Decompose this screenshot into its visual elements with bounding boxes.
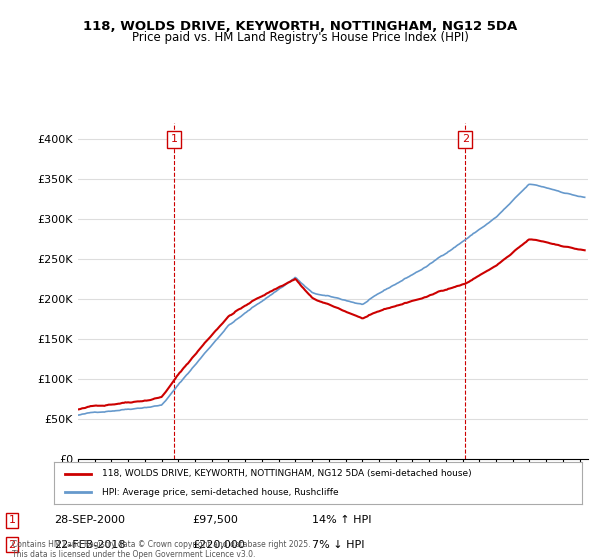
- Text: 7% ↓ HPI: 7% ↓ HPI: [312, 540, 365, 550]
- Text: £220,000: £220,000: [192, 540, 245, 550]
- Text: Contains HM Land Registry data © Crown copyright and database right 2025.
This d: Contains HM Land Registry data © Crown c…: [12, 540, 311, 559]
- Text: 2: 2: [462, 134, 469, 144]
- Text: 22-FEB-2018: 22-FEB-2018: [54, 540, 125, 550]
- Text: £97,500: £97,500: [192, 515, 238, 525]
- Text: Price paid vs. HM Land Registry's House Price Index (HPI): Price paid vs. HM Land Registry's House …: [131, 31, 469, 44]
- Text: HPI: Average price, semi-detached house, Rushcliffe: HPI: Average price, semi-detached house,…: [101, 488, 338, 497]
- Text: 2: 2: [8, 540, 16, 550]
- Text: 118, WOLDS DRIVE, KEYWORTH, NOTTINGHAM, NG12 5DA (semi-detached house): 118, WOLDS DRIVE, KEYWORTH, NOTTINGHAM, …: [101, 469, 471, 478]
- Text: 1: 1: [170, 134, 178, 144]
- Text: 28-SEP-2000: 28-SEP-2000: [54, 515, 125, 525]
- Text: 1: 1: [8, 515, 16, 525]
- Text: 14% ↑ HPI: 14% ↑ HPI: [312, 515, 371, 525]
- Text: 118, WOLDS DRIVE, KEYWORTH, NOTTINGHAM, NG12 5DA: 118, WOLDS DRIVE, KEYWORTH, NOTTINGHAM, …: [83, 20, 517, 32]
